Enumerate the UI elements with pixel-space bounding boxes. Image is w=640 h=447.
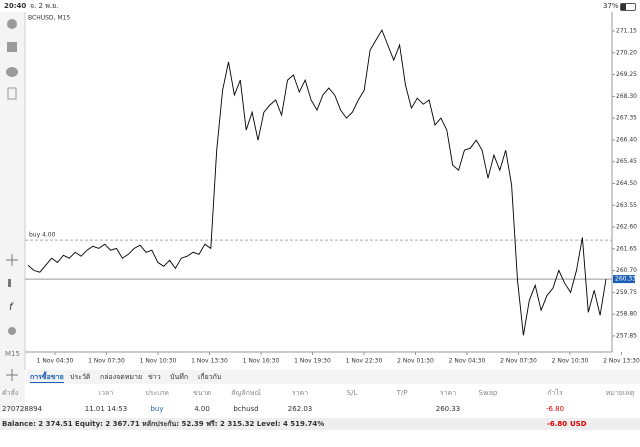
battery-icon (620, 3, 636, 11)
y-tick-label: 269.25 (616, 71, 637, 78)
y-tick-label: 266.40 (616, 136, 637, 143)
column-header: ขนาด (192, 389, 212, 397)
objects-icon[interactable] (8, 327, 16, 335)
account-icon[interactable] (7, 19, 17, 29)
add-icon[interactable] (6, 369, 18, 381)
bid-label: 260.33 (615, 276, 636, 283)
y-tick-label: 265.45 (616, 158, 637, 165)
y-tick-label: 262.60 (616, 224, 637, 231)
column-header: ราคา (439, 389, 457, 397)
cell: bchusd (233, 405, 259, 413)
x-tick-label: 1 Nov 04:30 (37, 358, 74, 365)
cell: 260.33 (435, 405, 461, 413)
toolbar (0, 12, 25, 412)
tabs-bar (26, 370, 640, 384)
cell: 270728894 (2, 405, 43, 413)
status-date: จ. 2 พ.ย. (30, 2, 59, 10)
tab[interactable]: การซื้อขาย (30, 373, 64, 383)
chart-type-icon[interactable] (8, 279, 11, 287)
tab[interactable]: บันทึก (170, 373, 189, 381)
cell: buy (150, 405, 164, 413)
column-header: หมายเหตุ (605, 389, 635, 397)
status-time: 20:40 (4, 2, 27, 10)
y-tick-label: 267.35 (616, 115, 637, 122)
cell: 11.01 14:53 (84, 405, 128, 413)
column-header: S/L (346, 389, 358, 397)
y-tick-label: 263.55 (616, 202, 637, 209)
tab[interactable]: เกี่ยวกับ (198, 373, 222, 381)
order-label: buy 4.00 (29, 232, 56, 239)
x-tick-label: 1 Nov 10:30 (140, 358, 177, 365)
x-tick-label: 1 Nov 19:30 (294, 358, 331, 365)
x-tick-label: 1 Nov 07:30 (88, 358, 125, 365)
column-header: Swap (478, 389, 498, 397)
x-tick-label: 2 Nov 10:30 (552, 358, 589, 365)
indicator-icon[interactable]: f (9, 302, 14, 313)
cell: 262.03 (287, 405, 313, 413)
column-header: T/P (396, 389, 408, 397)
x-tick-label: 2 Nov 07:30 (500, 358, 537, 365)
y-tick-label: 264.50 (616, 180, 637, 187)
column-header: ราคา (291, 389, 309, 397)
timeframe[interactable]: M15 (5, 350, 20, 358)
bid-tag (613, 275, 635, 284)
y-tick-label: 270.20 (616, 49, 637, 56)
tab[interactable]: ข่าว (148, 373, 161, 381)
tab[interactable]: ประวัติ (70, 373, 91, 381)
price-line (27, 29, 607, 336)
x-tick-label: 2 Nov 04:30 (449, 358, 486, 365)
news-icon[interactable] (7, 87, 17, 100)
battery: 37% (603, 2, 619, 10)
y-tick-label: 268.30 (616, 93, 637, 100)
x-tick-label: 2 Nov 13:30 (603, 358, 640, 365)
cell: 4.00 (194, 405, 210, 413)
y-tick-label: 257.85 (616, 332, 637, 339)
tab[interactable]: กล่องจดหมาย (100, 373, 143, 381)
symbol: BCHUSD, M15 (28, 15, 70, 22)
x-tick-label: 1 Nov 22:30 (346, 358, 383, 365)
currency: USD (570, 420, 587, 428)
column-header: สัญลักษณ์ (231, 389, 261, 397)
trade-icon[interactable] (7, 42, 17, 52)
balance-summary: Balance: 2 374.51 Equity: 2 367.71 หลักป… (2, 420, 325, 428)
y-tick-label: 258.80 (616, 311, 637, 318)
crosshair-icon[interactable] (6, 254, 18, 266)
column-header: เวลา (98, 389, 114, 397)
x-tick-label: 2 Nov 01:30 (397, 358, 434, 365)
chat-icon[interactable] (6, 67, 18, 77)
column-header: กำไร (547, 389, 563, 397)
y-tick-label: 261.65 (616, 245, 637, 252)
column-header: ประเภท (145, 389, 169, 397)
total-profit: -6.80 (547, 420, 568, 428)
column-header: คำสั่ง (2, 389, 19, 397)
x-tick-label: 1 Nov 16:30 (243, 358, 280, 365)
y-tick-label: 259.75 (616, 289, 637, 296)
cell: -6.80 (545, 405, 565, 413)
x-tick-label: 1 Nov 13:30 (191, 358, 228, 365)
y-tick-label: 271.15 (616, 28, 637, 35)
balance-bar (0, 418, 640, 430)
y-tick-label: 260.70 (616, 267, 637, 274)
